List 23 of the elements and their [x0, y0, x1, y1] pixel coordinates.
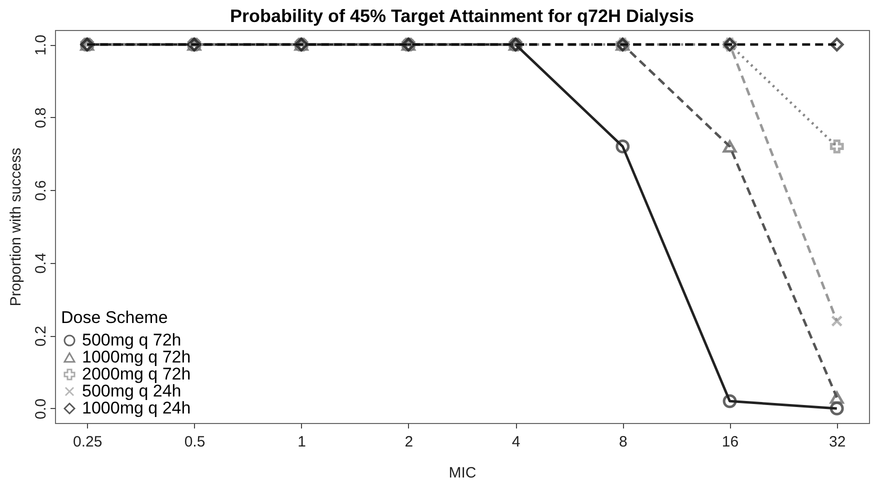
- legend-title: Dose Scheme: [61, 308, 168, 327]
- chart-title: Probability of 45% Target Attainment for q72H Dialysis: [230, 6, 694, 26]
- legend-label: 1000mg q 72h: [82, 348, 191, 366]
- y-tick-label: 0.6: [32, 180, 50, 202]
- legend-label: 2000mg q 72h: [82, 364, 191, 384]
- x-tick-label: 0.25: [73, 434, 102, 450]
- y-tick-label: 0.0: [32, 398, 50, 420]
- y-tick-label: 0.8: [32, 107, 50, 128]
- y-tick-label: 1.0: [32, 34, 50, 56]
- legend-label: 500mg q 24h: [82, 382, 182, 400]
- x-tick-label: 0.5: [184, 434, 206, 450]
- x-tick-label: 16: [722, 434, 739, 450]
- y-tick-label: 0.4: [32, 252, 50, 274]
- y-axis-title: Proportion with success: [8, 148, 24, 306]
- x-tick-label: 8: [618, 434, 628, 450]
- x-tick-label: 2: [404, 434, 414, 450]
- y-tick-label: 0.2: [32, 326, 50, 347]
- x-axis-title: MIC: [448, 464, 476, 482]
- x-tick-label: 32: [829, 434, 846, 450]
- legend-label: 500mg q 72h: [82, 330, 182, 350]
- x-tick-label: 4: [512, 434, 520, 450]
- x-tick-label: 1: [298, 434, 306, 450]
- legend-label: 1000mg q 24h: [82, 398, 191, 418]
